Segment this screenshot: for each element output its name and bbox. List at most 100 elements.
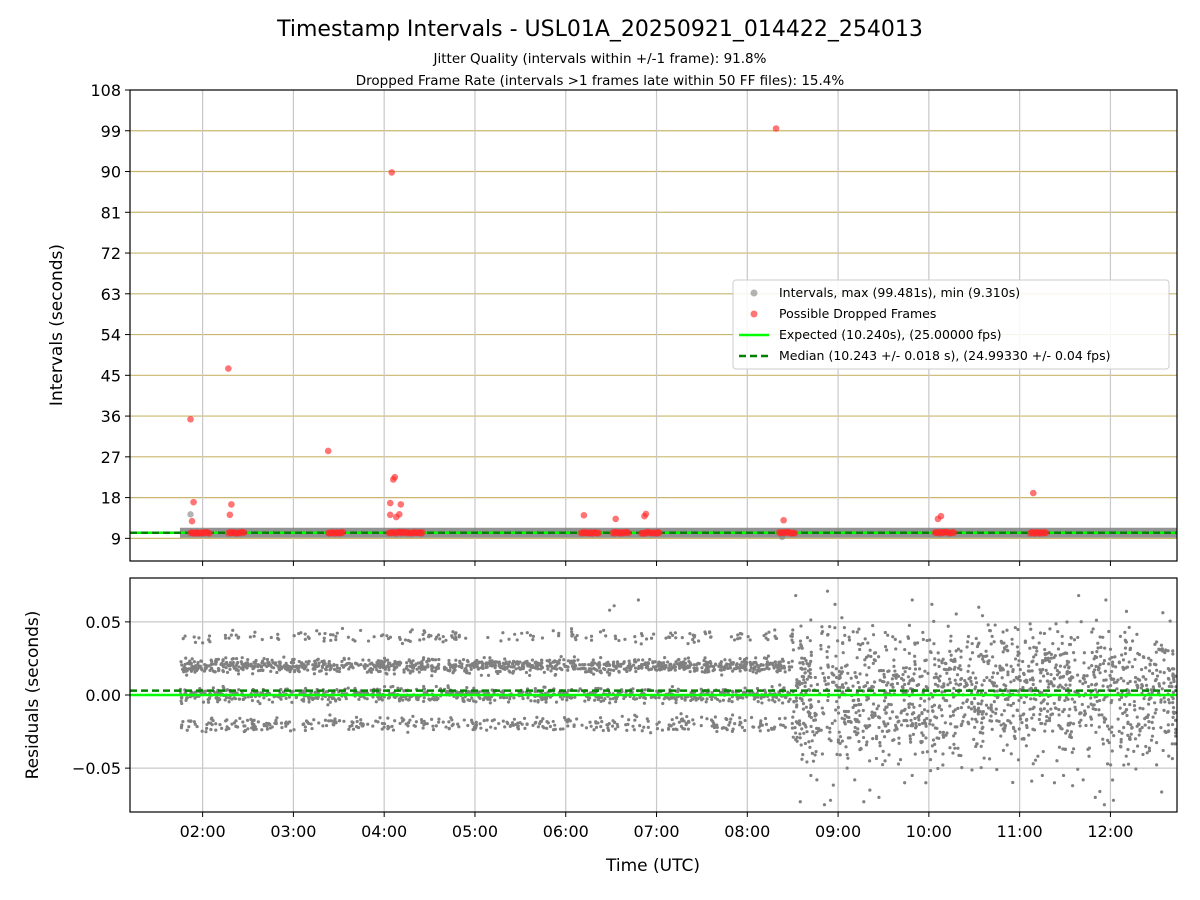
residual-point (562, 658, 566, 662)
residual-point (868, 648, 872, 652)
residual-point (1054, 663, 1058, 667)
residual-point (406, 724, 410, 728)
residual-point (903, 647, 907, 652)
residual-point (792, 710, 796, 714)
residual-point (274, 721, 278, 725)
residual-point (464, 670, 468, 674)
residual-point (451, 630, 455, 634)
residual-point (398, 662, 402, 667)
residual-point (678, 663, 682, 667)
residual-point (317, 661, 321, 665)
residual-point (334, 720, 338, 724)
residual-point (644, 665, 649, 669)
residual-point (478, 696, 482, 700)
residual-point (689, 698, 693, 703)
dropped-frame-point (397, 501, 405, 508)
residual-point (882, 699, 887, 703)
residual-point (1086, 705, 1090, 709)
residual-point (994, 664, 998, 668)
residual-point (1162, 708, 1166, 712)
residual-point (992, 700, 996, 704)
residual-point (933, 663, 937, 667)
residual-point (868, 723, 872, 728)
residual-point (949, 722, 953, 726)
residual-point (1034, 686, 1038, 690)
residual-point (1125, 713, 1129, 718)
residual-point (1078, 679, 1082, 683)
residual-point (477, 660, 481, 664)
dropped-frame-point (1042, 529, 1050, 537)
residual-point (980, 614, 985, 618)
residual-point (1085, 674, 1089, 678)
residual-point (882, 680, 886, 684)
residual-point (979, 702, 983, 706)
residual-point (977, 654, 981, 658)
residual-point (1097, 708, 1101, 712)
residual-point (1140, 725, 1144, 730)
residual-point (893, 669, 897, 673)
residual-point (931, 738, 936, 742)
residual-point (1062, 652, 1066, 656)
residual-point (795, 681, 799, 685)
residual-point (374, 719, 378, 723)
residual-point (807, 711, 811, 715)
residual-point (544, 696, 549, 700)
residual-point (960, 722, 964, 726)
residual-point (375, 660, 379, 665)
residual-point (259, 665, 264, 669)
residual-point (959, 706, 963, 710)
residual-point (228, 663, 232, 668)
residual-point (1109, 683, 1113, 688)
dropped-frame-point (656, 529, 663, 537)
residual-point (267, 698, 271, 702)
residual-point (1015, 645, 1020, 649)
residual-point (422, 719, 426, 723)
residual-point (1154, 650, 1158, 654)
residual-point (526, 664, 530, 668)
residual-point (551, 728, 556, 732)
residual-point (1011, 714, 1015, 718)
residual-point (1044, 668, 1048, 672)
residual-point (1057, 697, 1061, 702)
residual-point (1166, 649, 1170, 653)
residual-point (425, 660, 429, 664)
residual-point (625, 669, 629, 674)
residual-point (639, 664, 643, 669)
residual-point (794, 738, 798, 742)
residual-point (951, 713, 955, 717)
residual-point (1153, 642, 1157, 647)
residual-point (469, 667, 473, 671)
residual-point (801, 707, 806, 711)
residual-point (699, 724, 703, 728)
residual-point (299, 664, 303, 668)
residual-point (964, 681, 968, 685)
residual-point (1154, 640, 1159, 644)
residual-point (245, 718, 250, 722)
legend-entry-median: Median (10.243 +/- 0.018 s), (24.99330 +… (779, 348, 1110, 363)
residual-point (210, 723, 214, 727)
residual-point (723, 658, 727, 662)
residual-point (787, 661, 791, 665)
residual-point (982, 716, 986, 720)
residual-point (1041, 667, 1045, 672)
residual-point (780, 657, 785, 661)
residual-point (465, 663, 469, 668)
residual-point (809, 653, 813, 657)
residual-point (703, 668, 708, 672)
residual-point (358, 628, 363, 633)
residual-point (813, 714, 817, 718)
residual-point (729, 635, 733, 639)
residual-point (620, 689, 624, 694)
residual-point (671, 727, 676, 731)
residual-point (760, 701, 764, 705)
residual-point (516, 662, 520, 666)
residual-point (959, 668, 963, 672)
residual-point (1067, 723, 1071, 727)
residual-point (1037, 717, 1041, 722)
residual-point (883, 645, 888, 649)
residual-point (670, 633, 675, 637)
residual-point (203, 666, 207, 670)
residual-point (589, 638, 594, 642)
residual-point (1098, 671, 1102, 675)
residual-point (767, 698, 771, 702)
